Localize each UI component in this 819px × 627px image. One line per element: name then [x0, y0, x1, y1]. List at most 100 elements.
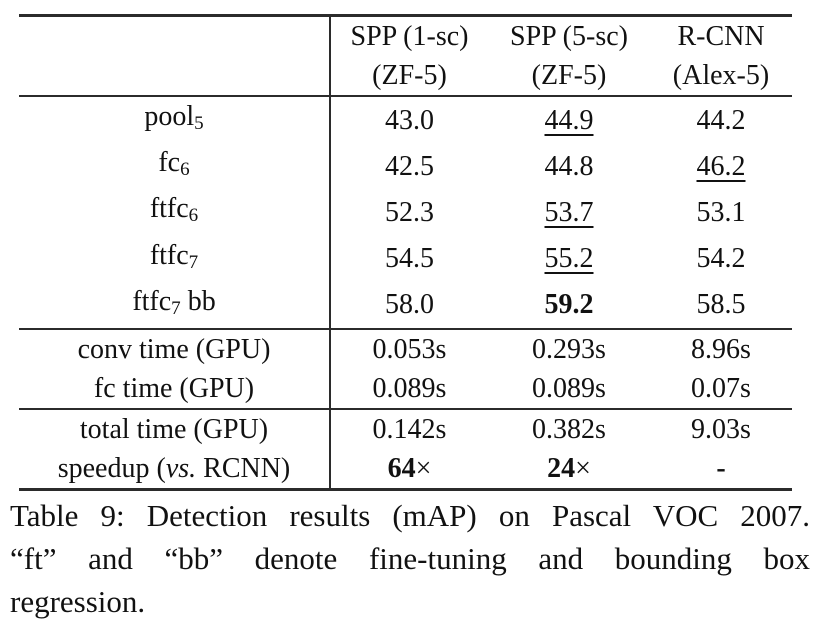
value-text-underlined: 55.2: [544, 243, 594, 275]
row-label-suffix: RCNN): [196, 452, 291, 484]
column-header-spp-5sc: SPP (5-sc) (ZF-5): [488, 15, 650, 97]
results-table: SPP (1-sc) (ZF-5) SPP (5-sc) (ZF-5) R-CN…: [19, 14, 792, 491]
value-text-bold: 59.2: [544, 289, 594, 321]
value-text: 0.293s: [532, 333, 606, 365]
cell-value: 53.7: [488, 189, 650, 235]
cell-value: 64×: [330, 449, 488, 490]
cell-value: 55.2: [488, 236, 650, 282]
header-row: SPP (1-sc) (ZF-5) SPP (5-sc) (ZF-5) R-CN…: [19, 15, 792, 97]
value-text: 58.5: [696, 289, 746, 321]
row-label-text: fc time (GPU): [93, 372, 255, 404]
caption-line-3: regression.: [10, 584, 146, 619]
value-text: 0.089s: [532, 372, 606, 404]
row-label-subscript: 6: [188, 205, 199, 227]
cell-value: 53.1: [650, 189, 792, 235]
value-text: 58.0: [385, 289, 434, 321]
cell-value: 42.5: [330, 143, 488, 189]
row-label-text: speedup (: [57, 452, 166, 484]
column-header-line2: (ZF-5): [531, 60, 607, 91]
cell-value: 59.2: [488, 281, 650, 330]
table-row-ftfc6: ftfc6 52.3 53.7 53.1: [19, 189, 792, 236]
column-header-line1: SPP (5-sc): [510, 21, 628, 52]
row-label: speedup (vs. RCNN): [19, 448, 331, 490]
cell-value: 24×: [488, 449, 650, 490]
cell-value: 54.5: [330, 236, 488, 282]
value-text: 0.07s: [691, 372, 751, 404]
row-label-text: ftfc: [132, 285, 172, 317]
cell-value: 0.089s: [488, 368, 650, 410]
row-label-subscript: 7: [188, 251, 199, 273]
cell-value: 43.0: [330, 96, 488, 143]
cell-value: 0.142s: [330, 409, 488, 449]
row-label-subscript: 6: [180, 159, 190, 181]
value-text: 8.96s: [691, 333, 751, 365]
cell-value: 44.9: [488, 96, 650, 143]
table-caption: Table 9: Detection results (mAP) on Pasc…: [10, 494, 810, 623]
value-text: -: [716, 452, 726, 484]
row-label: fc time (GPU): [19, 368, 331, 410]
table-row-conv-time: conv time (GPU) 0.053s 0.293s 8.96s: [19, 328, 792, 369]
cell-value: 0.053s: [330, 329, 488, 369]
cell-value: 0.07s: [650, 368, 792, 410]
cell-value: 52.3: [330, 189, 488, 235]
cell-value: 0.089s: [330, 368, 488, 410]
row-label-text: ftfc: [149, 193, 189, 225]
cell-value: 58.5: [650, 281, 792, 330]
column-header-spp-1sc: SPP (1-sc) (ZF-5): [330, 15, 488, 97]
caption-line-2: “ft” and “bb” denote fine-tuning and bou…: [10, 541, 810, 576]
value-text: 0.089s: [372, 372, 447, 404]
cell-value: 46.2: [650, 143, 792, 189]
times-sign: ×: [415, 452, 432, 484]
value-text: 54.5: [385, 243, 434, 275]
value-text: 52.3: [385, 196, 434, 228]
column-header-line1: SPP (1-sc): [350, 21, 469, 52]
value-text: 54.2: [696, 243, 746, 275]
row-label-subscript: 5: [194, 113, 204, 135]
row-label: ftfc6: [19, 189, 331, 236]
column-header-rcnn: R-CNN (Alex-5): [650, 15, 792, 97]
table-row-ftfc7-bb: ftfc7 bb 58.0 59.2 58.5: [19, 281, 792, 330]
cell-value: 0.293s: [488, 329, 650, 369]
value-text: 42.5: [385, 150, 434, 182]
header-corner-cell: [19, 15, 331, 97]
cell-value: 44.2: [650, 96, 792, 143]
row-label-text: conv time (GPU): [77, 333, 271, 365]
value-text: 9.03s: [691, 413, 751, 445]
cell-value: 8.96s: [650, 329, 792, 369]
table-row-pool5: pool5 43.0 44.9 44.2: [19, 96, 792, 144]
table-row-total-time: total time (GPU) 0.142s 0.382s 9.03s: [19, 408, 792, 449]
cell-value: 9.03s: [650, 409, 792, 449]
cell-value: 0.382s: [488, 409, 650, 449]
column-header-line2: (ZF-5): [372, 60, 447, 91]
value-text: 53.1: [696, 196, 746, 228]
value-text-underlined: 46.2: [696, 150, 746, 182]
caption-line-1: Table 9: Detection results (mAP) on Pasc…: [10, 498, 810, 533]
row-label: fc6: [19, 143, 331, 190]
row-label: pool5: [19, 96, 331, 144]
column-header-line1: R-CNN: [677, 21, 765, 52]
row-label-subscript: 7: [171, 297, 181, 319]
row-label-text: pool: [144, 101, 195, 132]
row-label-text: ftfc: [149, 239, 189, 271]
row-label: ftfc7 bb: [19, 281, 331, 330]
value-text-bold: 64: [387, 452, 416, 484]
value-text: 44.2: [696, 104, 746, 136]
row-label-suffix: bb: [180, 285, 216, 317]
table-row-ftfc7: ftfc7 54.5 55.2 54.2: [19, 235, 792, 282]
value-text: 43.0: [385, 104, 434, 136]
row-label-text: fc: [158, 147, 181, 179]
cell-value: 58.0: [330, 281, 488, 330]
cell-value: 54.2: [650, 236, 792, 282]
times-sign: ×: [575, 452, 591, 484]
value-text: 0.053s: [372, 333, 447, 365]
value-text-underlined: 53.7: [544, 196, 594, 228]
cell-value: -: [650, 449, 792, 490]
value-text-bold: 24: [547, 452, 576, 484]
column-header-line2: (Alex-5): [672, 60, 770, 91]
value-text: 0.142s: [372, 413, 447, 445]
value-text-underlined: 44.9: [544, 104, 594, 136]
table-row-speedup: speedup (vs. RCNN) 64× 24× -: [19, 448, 792, 490]
row-label: total time (GPU): [19, 408, 331, 449]
value-text: 44.8: [544, 150, 594, 182]
row-label: conv time (GPU): [19, 328, 331, 369]
